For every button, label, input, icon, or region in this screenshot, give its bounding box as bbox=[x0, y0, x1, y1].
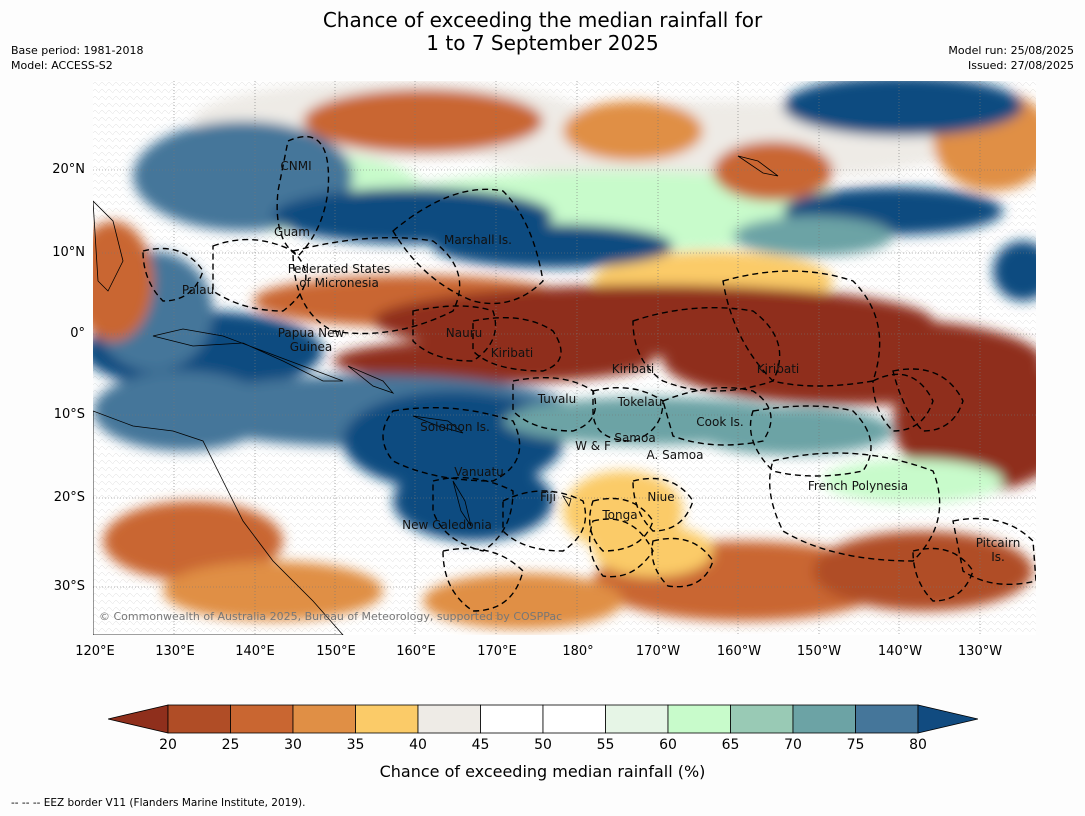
colorbar-tick-label: 65 bbox=[721, 737, 740, 753]
region-marshall: Marshall Is. bbox=[444, 233, 512, 247]
lon-label-170w: 170°W bbox=[635, 644, 681, 659]
colorbar-tick-label: 35 bbox=[346, 737, 365, 753]
colorbar-tick-label: 20 bbox=[159, 737, 177, 753]
colorbar-segment bbox=[292, 704, 356, 734]
region-png-line1: Papua New bbox=[277, 326, 345, 340]
region-kiribati-east: Kiribati bbox=[756, 362, 800, 376]
colorbar-extend-low bbox=[108, 704, 169, 734]
lat-label-20s: 20°S bbox=[53, 490, 85, 505]
region-fsm-line1: Federated States bbox=[287, 262, 391, 276]
colorbar-segment bbox=[417, 704, 481, 734]
rainfall-map bbox=[93, 81, 1036, 635]
lon-label-150w: 150°W bbox=[796, 644, 842, 659]
colorbar-tick-label: 75 bbox=[846, 737, 865, 753]
lon-label-150e: 150°E bbox=[316, 644, 356, 659]
region-cook: Cook Is. bbox=[696, 415, 744, 429]
colorbar-tick-label: 70 bbox=[784, 737, 802, 753]
colorbar-segment bbox=[230, 704, 294, 734]
lon-label-160e: 160°E bbox=[396, 644, 436, 659]
colorbar-segment bbox=[480, 704, 544, 734]
region-kiribati-central: Kiribati bbox=[611, 362, 655, 376]
region-asamoa: A. Samoa bbox=[646, 448, 704, 462]
title-line-2: 1 to 7 September 2025 bbox=[426, 31, 659, 55]
region-solomon: Solomon Is. bbox=[420, 420, 490, 434]
lon-label-140e: 140°E bbox=[235, 644, 275, 659]
region-tonga: Tonga bbox=[602, 508, 638, 522]
colorbar-tick-label: 60 bbox=[659, 737, 677, 753]
colorbar-tick-label: 45 bbox=[471, 737, 490, 753]
lon-label-160w: 160°W bbox=[716, 644, 762, 659]
region-tuvalu: Tuvalu bbox=[537, 392, 577, 406]
colorbar-segment bbox=[167, 704, 231, 734]
region-cnmi: CNMI bbox=[280, 159, 312, 173]
region-fsm: Federated States of Micronesia bbox=[288, 262, 390, 290]
title-line-1: Chance of exceeding the median rainfall … bbox=[322, 8, 763, 32]
eez-footnote: -- -- -- EEZ border V11 (Flanders Marine… bbox=[11, 797, 306, 809]
region-pitcairn-line1: Pitcairn bbox=[975, 536, 1021, 550]
region-fsm-line2: of Micronesia bbox=[299, 276, 379, 290]
issued-date: Issued: 27/08/2025 bbox=[967, 59, 1074, 72]
lon-label-120e: 120°E bbox=[75, 644, 115, 659]
region-tokelau: Tokelau bbox=[617, 395, 663, 409]
colorbar-segment bbox=[792, 704, 856, 734]
colorbar-tick-label: 30 bbox=[284, 737, 302, 753]
region-pitcairn-line2: Is. bbox=[991, 550, 1005, 564]
region-palau: Palau bbox=[181, 283, 215, 297]
lon-label-130e: 130°E bbox=[155, 644, 195, 659]
region-guam: Guam bbox=[274, 225, 310, 239]
colorbar-segment bbox=[542, 704, 606, 734]
region-french-polynesia: French Polynesia bbox=[807, 479, 909, 493]
lon-label-130w: 130°W bbox=[957, 644, 1003, 659]
region-vanuatu: Vanuatu bbox=[454, 465, 504, 479]
lon-label-140w: 140°W bbox=[877, 644, 923, 659]
region-niue: Niue bbox=[647, 490, 675, 504]
colorbar-segment bbox=[355, 704, 419, 734]
region-nauru: Nauru bbox=[445, 326, 483, 340]
lat-label-20n: 20°N bbox=[52, 162, 85, 177]
rainfall-map-canvas bbox=[93, 81, 1036, 635]
eez-borders bbox=[142, 136, 1036, 612]
base-period: Base period: 1981-2018 bbox=[11, 44, 144, 57]
region-new-caledonia: New Caledonia bbox=[402, 518, 492, 532]
region-png-line2: Guinea bbox=[289, 340, 333, 354]
region-fiji: Fiji bbox=[539, 490, 557, 504]
colorbar-tick-label: 55 bbox=[596, 737, 615, 753]
colorbar-segment bbox=[855, 704, 919, 734]
region-pitcairn: Pitcairn Is. bbox=[976, 536, 1021, 564]
model-run: Model run: 25/08/2025 bbox=[948, 44, 1074, 57]
region-wf: W & F bbox=[575, 439, 611, 453]
lon-label-170e: 170°E bbox=[477, 644, 517, 659]
coastlines bbox=[93, 155, 779, 635]
meta-right: Model run: 25/08/2025 Issued: 27/08/2025 bbox=[948, 43, 1074, 73]
colorbar-label: Chance of exceeding median rainfall (%) bbox=[379, 762, 706, 781]
meta-left: Base period: 1981-2018 Model: ACCESS-S2 bbox=[11, 43, 143, 73]
colorbar-tick-label: 25 bbox=[221, 737, 240, 753]
colorbar-tick-label: 50 bbox=[534, 737, 552, 753]
model-name: Model: ACCESS-S2 bbox=[11, 59, 113, 72]
region-samoa: Samoa bbox=[614, 431, 656, 445]
graticule bbox=[93, 81, 1036, 635]
copyright-notice: © Commonwealth of Australia 2025, Bureau… bbox=[99, 610, 563, 623]
colorbar-segment bbox=[667, 704, 731, 734]
colorbar-extend-high bbox=[917, 704, 978, 734]
colorbar-tick-label: 40 bbox=[409, 737, 427, 753]
colorbar-tick-label: 80 bbox=[909, 737, 927, 753]
lat-label-30s: 30°S bbox=[53, 579, 85, 594]
lat-label-10n: 10°N bbox=[52, 245, 85, 260]
colorbar bbox=[108, 704, 978, 734]
region-png: Papua New Guinea bbox=[278, 326, 345, 354]
colorbar-segment bbox=[605, 704, 669, 734]
lat-label-10s: 10°S bbox=[53, 407, 85, 422]
colorbar-segment bbox=[730, 704, 794, 734]
lat-label-0: 0° bbox=[70, 326, 85, 341]
lon-label-180: 180° bbox=[562, 644, 594, 659]
region-kiribati-west: Kiribati bbox=[490, 346, 534, 360]
